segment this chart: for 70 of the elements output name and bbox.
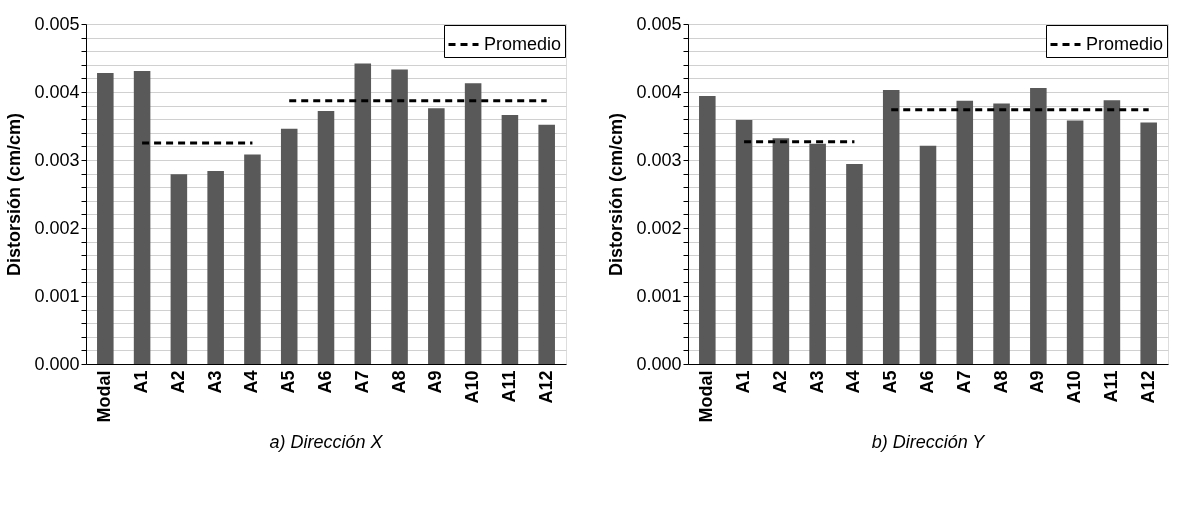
- bar: [354, 63, 372, 364]
- x-tick-label: A4: [843, 370, 864, 394]
- x-tick-label: A12: [535, 370, 556, 404]
- x-tick-label: A5: [880, 370, 901, 394]
- y-tick-label: 0.001: [34, 285, 80, 306]
- bar: [133, 70, 151, 364]
- x-tick-label: A9: [425, 370, 446, 394]
- bar: [1140, 122, 1157, 364]
- y-tick-label: 0.002: [34, 217, 80, 238]
- bar: [1066, 120, 1084, 364]
- text: a) Dirección X: [269, 432, 384, 452]
- bar: [391, 69, 408, 364]
- bar: [1103, 100, 1121, 364]
- bar: [170, 174, 188, 364]
- bar: [1030, 87, 1047, 364]
- x-tick-label: A4: [241, 370, 262, 394]
- x-tick-label: Modal: [696, 370, 717, 423]
- y-tick-label: 0.002: [636, 217, 682, 238]
- x-tick-label: A2: [167, 370, 188, 394]
- y-tick-label: 0.005: [34, 13, 80, 34]
- x-tick-label: A7: [953, 370, 974, 394]
- bar: [809, 143, 826, 364]
- x-tick-label: A9: [1027, 370, 1048, 394]
- x-tick-label: A10: [462, 370, 483, 404]
- legend-label: Promedio: [1086, 33, 1164, 54]
- x-tick-label: A1: [131, 370, 152, 394]
- y-tick-label: 0.003: [636, 149, 682, 170]
- x-tick-label: A11: [1100, 370, 1121, 403]
- bar: [919, 145, 937, 364]
- y-tick-label: 0.000: [34, 353, 80, 374]
- bar: [280, 128, 298, 364]
- x-tick-label: A8: [990, 370, 1011, 394]
- y-tick-label: 0.001: [636, 285, 682, 306]
- y-axis-title: Distorsión (cm/cm): [606, 112, 627, 277]
- x-tick-label: A8: [388, 370, 409, 394]
- bar: [317, 111, 335, 364]
- y-tick-label: 0.003: [34, 149, 80, 170]
- y-tick-label: 0.004: [34, 81, 80, 102]
- bar: [464, 83, 482, 364]
- x-tick-label: A6: [315, 370, 335, 394]
- x-tick-label: A3: [806, 370, 827, 394]
- bar: [97, 72, 114, 364]
- y-tick-label: 0.005: [636, 13, 682, 34]
- bar: [956, 100, 974, 364]
- bar: [846, 164, 863, 364]
- bar: [538, 124, 555, 364]
- bar: [735, 119, 753, 364]
- legend-label: Promedio: [484, 33, 562, 54]
- y-tick-label: 0.004: [636, 81, 682, 102]
- bar: [993, 103, 1010, 364]
- x-tick-label: A6: [917, 370, 937, 394]
- y-axis-title: Distorsión (cm/cm): [4, 112, 25, 277]
- x-tick-label: A11: [498, 370, 519, 403]
- x-tick-label: Modal: [94, 370, 115, 423]
- bar: [244, 154, 261, 364]
- x-tick-label: A1: [733, 370, 754, 394]
- bar: [699, 96, 716, 364]
- x-tick-label: A7: [351, 370, 372, 394]
- x-tick-label: A10: [1064, 370, 1085, 404]
- x-tick-label: A2: [769, 370, 790, 394]
- bar: [428, 108, 445, 364]
- bar: [772, 138, 790, 364]
- bar: [882, 89, 900, 364]
- text: b) Dirección Y: [871, 432, 987, 452]
- y-tick-label: 0.000: [636, 353, 682, 374]
- x-tick-label: A5: [278, 370, 299, 394]
- x-tick-label: A12: [1137, 370, 1158, 404]
- bar: [207, 170, 224, 364]
- bar: [501, 115, 519, 364]
- x-tick-label: A3: [204, 370, 225, 394]
